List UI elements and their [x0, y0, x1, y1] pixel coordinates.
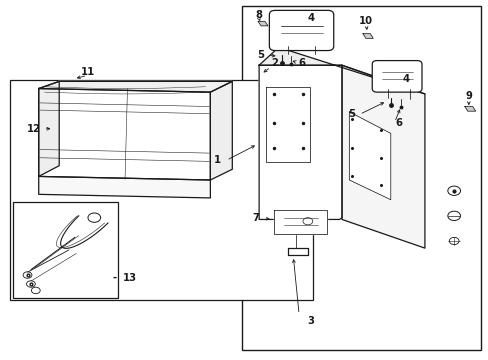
- Text: -: -: [112, 273, 117, 283]
- Text: 2: 2: [270, 58, 277, 68]
- Polygon shape: [210, 81, 232, 180]
- Text: 5: 5: [257, 50, 264, 60]
- Bar: [10, 80, 312, 300]
- Polygon shape: [39, 81, 232, 92]
- Text: 5: 5: [348, 109, 355, 120]
- FancyBboxPatch shape: [269, 10, 333, 50]
- Polygon shape: [39, 81, 59, 176]
- Text: 11: 11: [80, 67, 94, 77]
- Text: 8: 8: [255, 10, 262, 20]
- Polygon shape: [348, 112, 390, 200]
- Polygon shape: [258, 22, 267, 26]
- Text: 4: 4: [402, 74, 409, 84]
- Text: 13: 13: [122, 273, 136, 283]
- FancyBboxPatch shape: [371, 60, 421, 92]
- Text: 10: 10: [358, 17, 372, 27]
- Bar: [13, 202, 118, 298]
- Text: 12: 12: [27, 124, 41, 134]
- Text: 7: 7: [252, 213, 259, 223]
- Text: 9: 9: [465, 91, 471, 102]
- Polygon shape: [273, 211, 327, 234]
- Polygon shape: [341, 65, 424, 248]
- Text: 4: 4: [306, 13, 314, 23]
- Text: 3: 3: [306, 316, 313, 325]
- Text: 6: 6: [298, 58, 305, 68]
- Polygon shape: [259, 47, 424, 94]
- Polygon shape: [266, 87, 310, 162]
- Polygon shape: [39, 89, 210, 180]
- Polygon shape: [464, 107, 475, 111]
- Text: 6: 6: [395, 118, 402, 128]
- Polygon shape: [259, 65, 341, 220]
- Text: 1: 1: [214, 155, 221, 165]
- Polygon shape: [39, 176, 210, 198]
- Bar: [242, 6, 480, 350]
- Polygon shape: [362, 34, 372, 39]
